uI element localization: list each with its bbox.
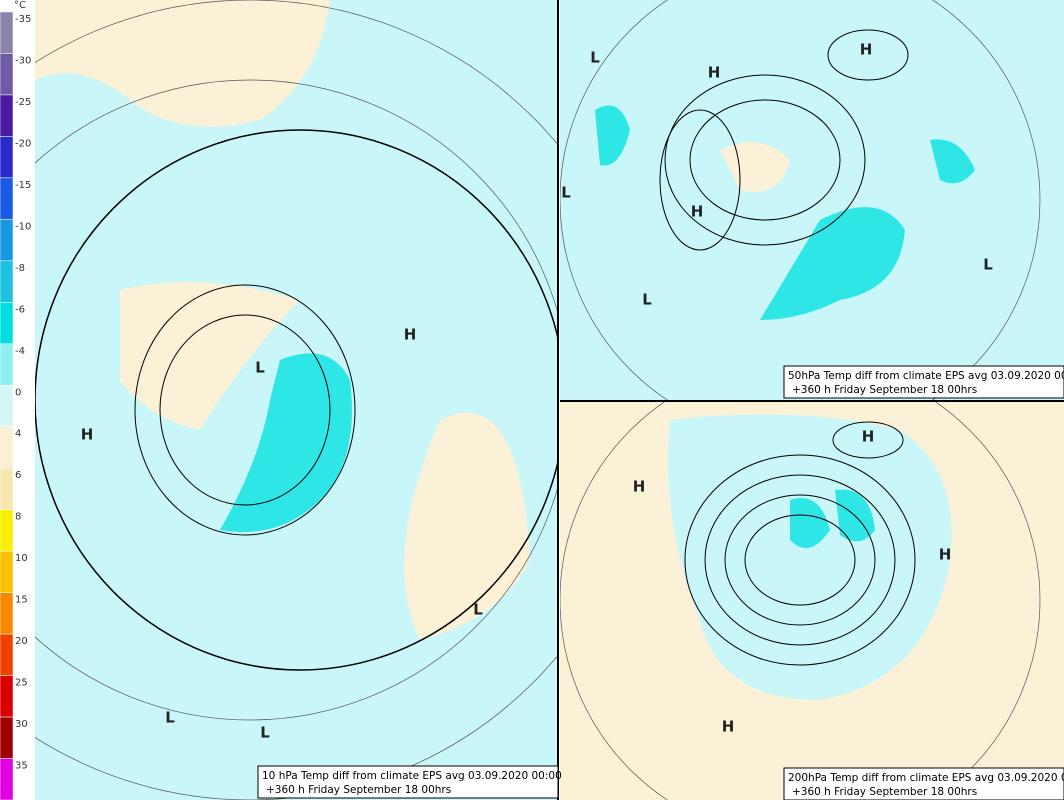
colorbar-band	[0, 385, 14, 427]
colorbar-band	[0, 550, 14, 593]
colorbar-band	[0, 592, 14, 635]
colorbar-label: 20	[15, 636, 28, 647]
pressure-marker: H	[404, 326, 417, 344]
pressure-marker: L	[642, 291, 652, 309]
caption-box	[257, 765, 559, 799]
pressure-marker: H	[862, 428, 875, 446]
caption-box	[783, 365, 1064, 399]
pressure-marker: H	[708, 64, 721, 82]
colorbar-label: -20	[15, 138, 31, 149]
colorbar-band	[0, 302, 14, 345]
colorbar-band	[0, 219, 14, 262]
colorbar-unit: °C	[14, 0, 26, 11]
caption-line: 50hPa Temp diff from climate EPS avg 03.…	[788, 370, 1064, 382]
pressure-marker: H	[939, 546, 952, 564]
colorbar-label: 30	[15, 719, 28, 730]
pressure-marker: L	[165, 709, 175, 727]
panel-200hpa	[560, 402, 1064, 800]
colorbar-band	[0, 509, 14, 552]
colorbar-label: -25	[15, 97, 31, 108]
pressure-marker: H	[633, 478, 646, 496]
pressure-marker: L	[473, 601, 483, 619]
colorbar-band	[0, 343, 14, 386]
colorbar-label: 4	[15, 429, 21, 440]
colorbar-band	[0, 177, 14, 220]
colorbar-band	[0, 94, 14, 137]
caption-line: +360 h Friday September 18 00hrs	[792, 384, 977, 396]
pressure-marker: L	[260, 724, 270, 742]
caption-line: 200hPa Temp diff from climate EPS avg 03…	[788, 772, 1064, 784]
colorbar-band	[0, 758, 14, 800]
colorbar-label: 15	[15, 595, 28, 606]
colorbar-label: -4	[15, 346, 25, 357]
colorbar-band	[0, 11, 14, 54]
colorbar-band	[0, 467, 14, 510]
colorbar-band	[0, 426, 14, 469]
caption-line: 10 hPa Temp diff from climate EPS avg 03…	[262, 770, 562, 782]
colorbar-label: 10	[15, 553, 28, 564]
colorbar-label: -10	[15, 221, 31, 232]
colorbar-label: 35	[15, 761, 28, 772]
pressure-marker: L	[590, 49, 600, 67]
colorbar-label: 8	[15, 512, 21, 523]
colorbar-label: -15	[15, 180, 31, 191]
pressure-marker: H	[691, 203, 704, 221]
pressure-marker: L	[983, 256, 993, 274]
colorbar-label: 6	[15, 470, 21, 481]
colorbar-label: -6	[15, 304, 25, 315]
colorbar-label: -8	[15, 263, 25, 274]
pressure-marker: H	[722, 718, 735, 736]
caption-line: +360 h Friday September 18 00hrs	[266, 784, 451, 796]
panel-10hpa	[35, 0, 558, 800]
caption-box	[783, 767, 1064, 800]
colorbar-band	[0, 53, 14, 96]
colorbar-band	[0, 716, 14, 759]
pressure-marker: H	[81, 426, 94, 444]
pressure-marker: H	[860, 41, 873, 59]
colorbar-band	[0, 675, 14, 718]
panel-50hpa	[560, 0, 1064, 400]
colorbar-label: -30	[15, 55, 31, 66]
pressure-marker: L	[561, 184, 571, 202]
caption-line: +360 h Friday September 18 00hrs	[792, 786, 977, 798]
colorbar-band	[0, 260, 14, 303]
colorbar-band	[0, 136, 14, 179]
colorbar-label: 0	[15, 387, 21, 398]
colorbar-band	[0, 633, 14, 676]
pressure-marker: L	[255, 359, 265, 377]
colorbar-label: -35	[15, 14, 31, 25]
colorbar-label: 25	[15, 678, 28, 689]
